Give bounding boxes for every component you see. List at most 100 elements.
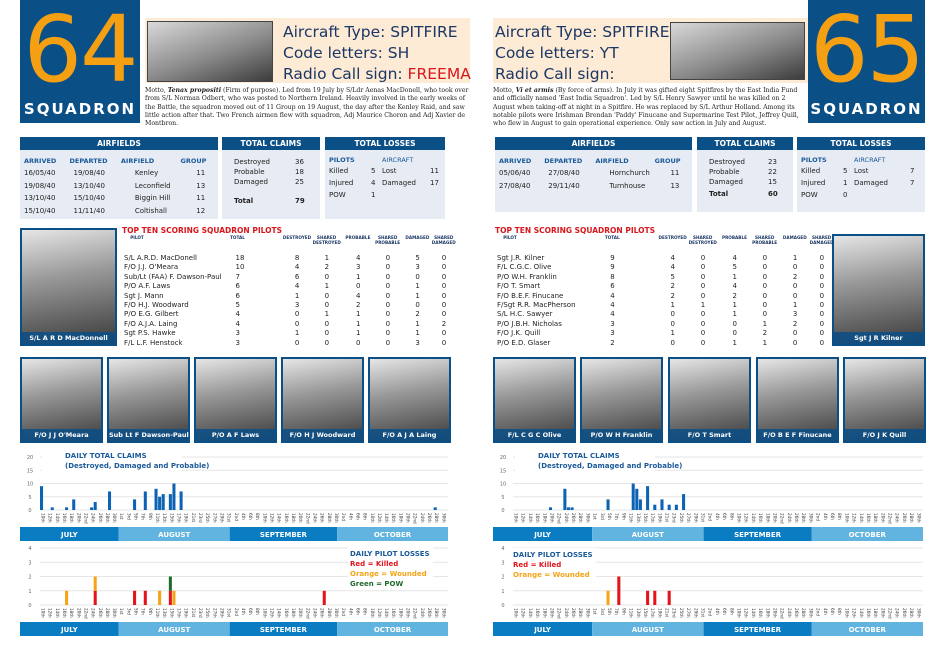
x-tick-label: 6th (830, 513, 835, 520)
x-tick-label: 30th (334, 608, 339, 618)
x-tick-label: 12th (852, 608, 857, 618)
pilot-stat: 0 (294, 310, 300, 319)
x-tick-label: 24th (787, 513, 792, 523)
x-tick-label: 14th (55, 608, 60, 618)
wounded-bar (606, 590, 610, 605)
pilot-name: Sub/Lt (FAA) F. Dawson-Paul (124, 272, 222, 281)
x-tick-label: 17th (650, 608, 655, 618)
pilot-stat: 10 (235, 263, 245, 272)
pilot-stat: 8 (610, 272, 615, 281)
pilot-stat: 0 (762, 310, 768, 319)
title-backdrop (42, 450, 182, 472)
pilot-stat: 2 (670, 291, 676, 300)
x-tick-label: 24th (564, 513, 569, 523)
pilot-name: F/O T. Smart (497, 282, 541, 291)
claims-label: Destroyed (709, 158, 745, 166)
aircraft-info: Aircraft Type: SPITFIRE Code letters: YT R… (495, 22, 670, 85)
x-tick-label: 3rd (126, 608, 131, 615)
killed-bar (646, 590, 650, 605)
claims-bar (563, 488, 567, 510)
aircraft-label: AIRCRAFT (382, 156, 414, 164)
pilot-photo-caption: F/O J J O'Meara (22, 429, 101, 441)
x-tick-label: 27th (686, 608, 691, 618)
pilot-stat: 1 (732, 338, 737, 347)
x-tick-label: 22nd (83, 513, 88, 524)
pilot-stat: 0 (819, 291, 825, 300)
x-tick-label: 24th (564, 608, 569, 618)
x-tick-label: 26th (902, 513, 907, 523)
x-tick-label: 10th (370, 513, 375, 523)
x-tick-label: 12th (377, 513, 382, 523)
month-label: AUGUST (632, 626, 664, 634)
top-pilots-header: DESTROYED (282, 235, 312, 240)
airfields-cell: Leconfield (134, 181, 171, 190)
airfields-cell: Hornchurch (609, 169, 650, 177)
pilot-stat: 6 (235, 291, 240, 300)
x-tick-label: 20th (549, 608, 554, 618)
x-tick-label: 8th (255, 513, 260, 520)
total-losses-panel: TOTAL LOSSES PILOTS AIRCRAFT Killed 5 Injured… (797, 137, 925, 212)
month-label: AUGUST (158, 626, 190, 634)
x-tick-label: 10th (41, 608, 46, 618)
pilot-stat: 4 (610, 310, 615, 319)
pilot-stat: 0 (762, 254, 768, 262)
legend-entry: Red = Killed (350, 560, 398, 568)
pilot-name: P/O E.G. Gilbert (124, 310, 179, 319)
x-tick-label: 12th (48, 608, 53, 618)
pilot-stat: 0 (670, 338, 676, 347)
month-label: OCTOBER (849, 531, 887, 539)
featured-pilot-photo: S/L A R D MacDonnell (20, 228, 117, 346)
x-tick-label: 26th (571, 608, 576, 618)
pilot-loss-value: 5 (843, 167, 848, 175)
total-claims-panel: TOTAL CLAIMS Destroyed 36 Probable 18 Damaged… (222, 137, 320, 219)
x-tick-label: 1st (593, 513, 598, 520)
airfields-cell: 13/10/40 (73, 181, 105, 190)
killed-bar (143, 590, 147, 605)
pilot-stat: 0 (441, 291, 447, 300)
pilot-loss-value: 4 (371, 179, 376, 187)
pilot-stat: 1 (355, 272, 361, 281)
pilot-stat: 3 (415, 263, 420, 272)
pilot-photo: F/O A J A Laing (368, 357, 451, 443)
pilot-name: P/O E.D. Glaser (497, 338, 551, 347)
x-tick-label: 20th (772, 608, 777, 618)
killed-bar (168, 590, 172, 605)
pilot-stat: 1 (355, 310, 361, 319)
x-tick-label: 26th (98, 608, 103, 618)
claims-bar (172, 483, 176, 510)
pilot-stat: 0 (415, 301, 420, 309)
claims-bar (90, 507, 94, 510)
x-tick-label: 4th (241, 608, 246, 615)
killed-bar (93, 590, 97, 605)
x-tick-label: 14th (859, 513, 864, 523)
aircraft-photo (670, 22, 805, 80)
pilot-stat: 1 (324, 254, 330, 262)
x-tick-label: 28th (105, 513, 110, 523)
x-tick-label: 29th (219, 608, 224, 618)
pilot-stat: 1 (670, 329, 676, 338)
wounded-bar (158, 590, 162, 605)
pilot-loss-value: 1 (371, 191, 376, 199)
aircraft-loss-label: Damaged (382, 179, 416, 187)
x-tick-label: 30th (808, 608, 813, 618)
pilot-photo-caption: P/O A F Laws (196, 429, 275, 441)
radio-call-sign-value: FREEMA (407, 65, 471, 83)
x-tick-label: 2nd (816, 608, 821, 616)
month-band-september (229, 527, 338, 541)
claims-bar (143, 491, 147, 510)
top-pilots-header: SHARED DAMAGED (431, 235, 456, 245)
pilot-stat: 2 (732, 291, 737, 300)
total-claims-title: TOTAL CLAIMS (697, 137, 793, 150)
x-tick-label: 13th (636, 513, 641, 523)
x-tick-label: 1st (119, 608, 124, 615)
pilot-name: S/L H.C. Sawyer (497, 310, 553, 319)
airfields-cell: Biggin Hill (134, 194, 171, 202)
airfields-cell: 13 (196, 181, 206, 190)
x-tick-label: 15th (643, 513, 648, 523)
x-tick-label: 30th (441, 513, 446, 523)
airfields-cell: Kenley (134, 169, 159, 177)
x-tick-label: 14th (751, 513, 756, 523)
claims-bar (154, 488, 158, 510)
